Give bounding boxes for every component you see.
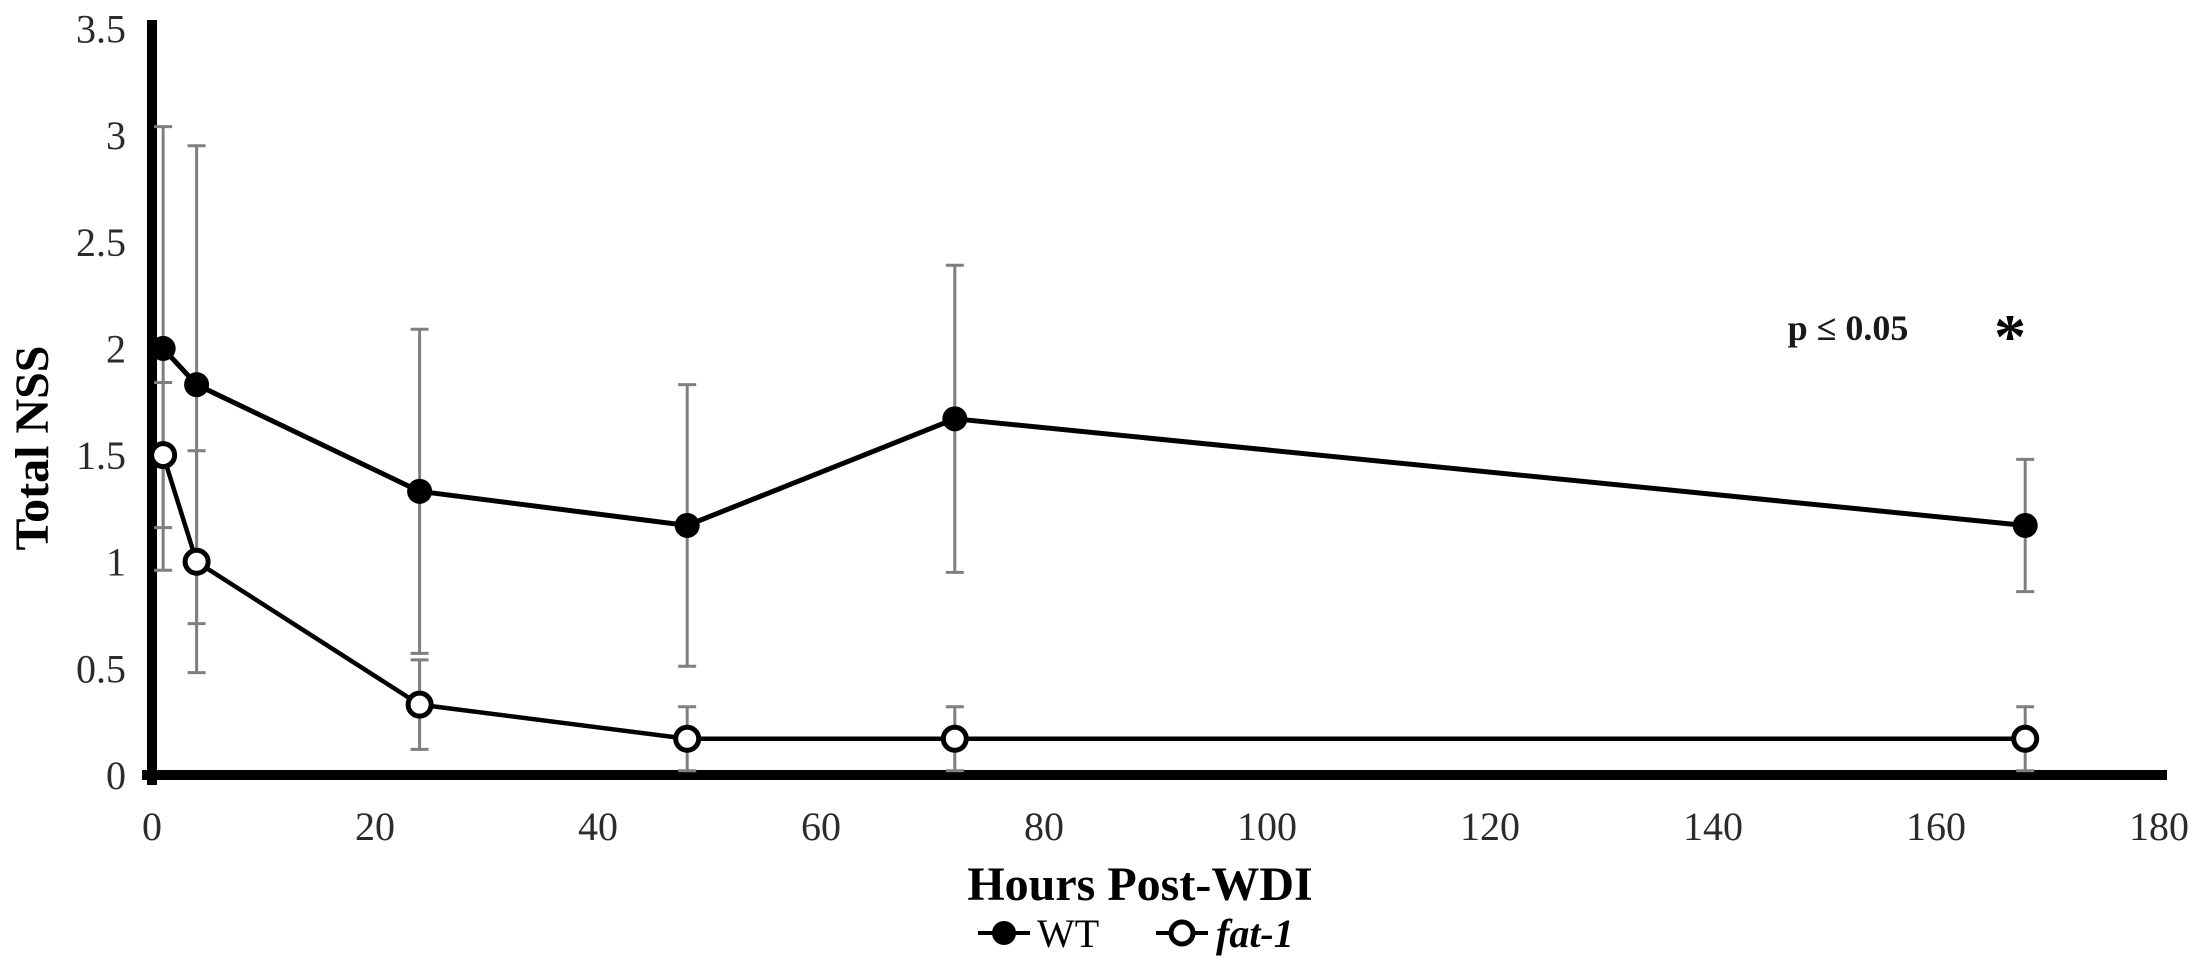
WT-data-point xyxy=(2012,512,2038,538)
x-tick-label: 120 xyxy=(1460,804,1520,849)
fat-1-data-point xyxy=(673,724,702,753)
y-tick-label: 2 xyxy=(106,326,126,371)
significance-asterisk-icon: * xyxy=(1994,301,2026,372)
fat-1-data-point xyxy=(149,441,178,470)
plot-area: 0 20 40 60 80 100 120 140 160 180 0 0.5 1 1.5 2 2.5 3 3.5 xyxy=(76,7,2189,850)
y-tick-label: 3 xyxy=(106,113,126,158)
fat-1-data-point xyxy=(405,690,434,719)
x-tick-label: 0 xyxy=(142,804,162,849)
fat-1-data-point xyxy=(2011,724,2040,753)
series-fat-1 xyxy=(149,381,2040,773)
x-tick-label: 100 xyxy=(1237,804,1297,849)
fat-1-data-point xyxy=(182,547,211,576)
WT-data-point xyxy=(150,335,176,361)
x-tick-label: 20 xyxy=(355,804,395,849)
x-tick-label: 140 xyxy=(1683,804,1743,849)
fat-1-data-point xyxy=(940,724,969,753)
x-tick-label: 80 xyxy=(1024,804,1064,849)
WT-data-point xyxy=(674,512,700,538)
x-tick-label: 40 xyxy=(578,804,618,849)
y-tick-label: 0 xyxy=(106,753,126,798)
fat-1-line xyxy=(161,454,2026,741)
WT-data-point xyxy=(942,406,968,432)
series-WT xyxy=(150,125,2038,668)
WT-data-point xyxy=(184,372,210,398)
y-tick-label: 2.5 xyxy=(76,220,126,265)
legend-item-fat1: fat-1 xyxy=(1156,911,1294,956)
fat1-legend-marker-icon xyxy=(1168,919,1196,947)
WT-data-point xyxy=(407,478,433,504)
y-axis-title: Total NSS xyxy=(6,346,59,551)
legend-item-wt: WT xyxy=(978,911,1099,956)
wt-legend-label: WT xyxy=(1037,911,1099,956)
wt-legend-marker-icon xyxy=(992,921,1016,945)
x-tick-label: 180 xyxy=(2129,804,2189,849)
x-axis-title: Hours Post-WDI xyxy=(967,858,1312,911)
y-tick-label: 3.5 xyxy=(76,7,126,52)
significance-note: p ≤ 0.05 xyxy=(1788,308,1909,348)
x-tick-label: 160 xyxy=(1906,804,1966,849)
y-tick-label: 1 xyxy=(106,540,126,585)
y-tick-label: 1.5 xyxy=(76,433,126,478)
y-tick-label: 0.5 xyxy=(76,646,126,691)
fat1-legend-label: fat-1 xyxy=(1216,911,1294,956)
x-tick-label: 60 xyxy=(801,804,841,849)
legend: WT fat-1 xyxy=(978,911,1294,956)
WT-line xyxy=(161,346,2026,528)
